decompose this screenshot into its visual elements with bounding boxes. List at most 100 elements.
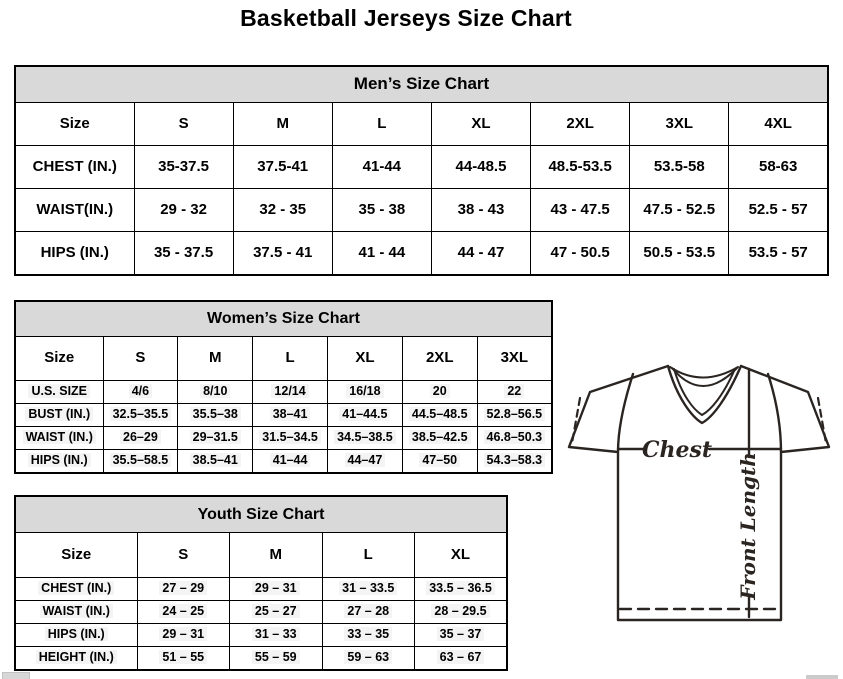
table-cell: 35.5–38: [177, 403, 254, 427]
youth-size-table: Youth Size Chart Size S M L XL CHEST (IN.) 27 –…: [14, 495, 508, 671]
column-header: Size: [14, 532, 138, 578]
table-cell: 63 – 67: [414, 646, 508, 671]
jersey-outline: [567, 364, 831, 622]
table-cell: 12/14: [252, 380, 328, 404]
column-header: 3XL: [476, 336, 553, 381]
page-title: Basketball Jerseys Size Chart: [240, 5, 572, 31]
jersey-diagram-svg: Chest Front Length: [567, 364, 831, 622]
table-cell: 31.5–34.5: [252, 426, 328, 450]
table-row: WAIST(IN.) 29 - 32 32 - 35 35 - 38 38 - 43 43…: [14, 188, 829, 232]
table-cell: 44 - 47: [430, 231, 532, 276]
table-cell: 48.5-53.5: [530, 145, 631, 189]
table-cell: 43 - 47.5: [530, 188, 631, 232]
table-cell: 31 – 33.5: [321, 577, 415, 601]
row-label: WAIST (IN.): [14, 600, 138, 624]
table-header-row: Size S M L XL: [14, 532, 508, 578]
table-cell: 32.5–35.5: [102, 403, 179, 427]
column-header: S: [102, 336, 179, 381]
table-cell: 26–29: [102, 426, 179, 450]
table-cell: 52.5 - 57: [728, 188, 829, 232]
right-sleeve-dash-line: [816, 396, 828, 445]
table-cell: 37.5 - 41: [232, 231, 333, 276]
table-row: HIPS (IN.) 29 – 31 31 – 33 33 – 35 35 – 37: [14, 623, 508, 647]
table-cell: 24 – 25: [136, 600, 230, 624]
column-header: XL: [326, 336, 403, 381]
row-label: WAIST(IN.): [14, 188, 135, 232]
row-label: HIPS (IN.): [14, 623, 138, 647]
column-header: 2XL: [401, 336, 478, 381]
table-cell: 16/18: [326, 380, 403, 404]
table-cell: 8/10: [177, 380, 254, 404]
table-cell: 44.5–48.5: [401, 403, 478, 427]
table-title-row: Youth Size Chart: [14, 495, 508, 533]
chest-label: Chest: [642, 437, 712, 463]
row-label: CHEST (IN.): [14, 577, 138, 601]
table-title: Men’s Size Chart: [14, 65, 829, 103]
column-header: 2XL: [530, 102, 631, 146]
table-cell: 47 - 50.5: [530, 231, 631, 276]
table-cell: 41 - 44: [331, 231, 432, 276]
table-row: WAIST (IN.) 26–29 29–31.5 31.5–34.5 34.5–38.…: [14, 426, 553, 450]
table-row: HEIGHT (IN.) 51 – 55 55 – 59 59 – 63 63 – 67: [14, 646, 508, 671]
table-cell: 47.5 - 52.5: [629, 188, 730, 232]
table-row: CHEST (IN.) 27 – 29 29 – 31 31 – 33.5 33.5 –…: [14, 577, 508, 601]
column-header: 4XL: [728, 102, 829, 146]
table-cell: 38–41: [252, 403, 328, 427]
left-sleeve-dash-line: [570, 396, 582, 445]
table-cell: 35 - 37.5: [133, 231, 234, 276]
row-label: HEIGHT (IN.): [14, 646, 138, 671]
table-cell: 29 – 31: [229, 577, 323, 601]
column-header: L: [252, 336, 328, 381]
column-header: Size: [14, 102, 135, 146]
table-cell: 55 – 59: [229, 646, 323, 671]
mens-size-table: Men’s Size Chart Size S M L XL 2XL 3XL 4XL CHEST …: [14, 65, 829, 276]
table-title: Women’s Size Chart: [14, 300, 553, 337]
table-row: HIPS (IN.) 35 - 37.5 37.5 - 41 41 - 44 44 - …: [14, 231, 829, 276]
table-cell: 29 – 31: [136, 623, 230, 647]
collar-inner-v: [673, 368, 736, 416]
column-header: Size: [14, 336, 104, 381]
table-cell: 41-44: [331, 145, 432, 189]
scrollbar-fragment-right[interactable]: [806, 675, 838, 679]
table-cell: 44–47: [326, 449, 403, 474]
collar-outer-v: [666, 364, 743, 425]
table-row: U.S. SIZE 4/6 8/10 12/14 16/18 20 22: [14, 380, 553, 404]
row-label: CHEST (IN.): [14, 145, 135, 189]
collar-band-arc-mid: [671, 367, 738, 387]
table-cell: 29 - 32: [133, 188, 234, 232]
table-cell: 54.3–58.3: [476, 449, 553, 474]
table-header-row: Size S M L XL 2XL 3XL 4XL: [14, 102, 829, 146]
table-cell: 50.5 - 53.5: [629, 231, 730, 276]
left-armhole-seam: [616, 372, 635, 454]
table-cell: 41–44: [252, 449, 328, 474]
column-header: S: [136, 532, 230, 578]
table-row: CHEST (IN.) 35-37.5 37.5-41 41-44 44-48.5 48.…: [14, 145, 829, 189]
column-header: S: [133, 102, 234, 146]
table-cell: 58-63: [728, 145, 829, 189]
table-cell: 41–44.5: [326, 403, 403, 427]
table-cell: 27 – 29: [136, 577, 230, 601]
table-cell: 28 – 29.5: [414, 600, 508, 624]
table-cell: 44-48.5: [430, 145, 532, 189]
table-cell: 38 - 43: [430, 188, 532, 232]
table-cell: 33 – 35: [321, 623, 415, 647]
womens-size-table: Women’s Size Chart Size S M L XL 2XL 3XL U.S. SI…: [14, 300, 553, 474]
table-cell: 37.5-41: [232, 145, 333, 189]
column-header: XL: [430, 102, 532, 146]
table-cell: 35 – 37: [414, 623, 508, 647]
scrollbar-fragment-left[interactable]: [2, 672, 30, 679]
table-cell: 51 – 55: [136, 646, 230, 671]
column-header: XL: [414, 532, 508, 578]
table-cell: 53.5 - 57: [728, 231, 829, 276]
table-cell: 27 – 28: [321, 600, 415, 624]
table-title: Youth Size Chart: [14, 495, 508, 533]
table-cell: 46.8–50.3: [476, 426, 553, 450]
front-length-label: Front Length: [736, 452, 760, 601]
collar-band-arc-top: [669, 366, 739, 379]
right-armhole-seam: [766, 372, 783, 454]
table-row: WAIST (IN.) 24 – 25 25 – 27 27 – 28 28 – 29.…: [14, 600, 508, 624]
row-label: WAIST (IN.): [14, 426, 104, 450]
table-row: HIPS (IN.) 35.5–58.5 38.5–41 41–44 44–47 47–5…: [14, 449, 553, 474]
row-label: HIPS (IN.): [14, 231, 135, 276]
column-header: M: [232, 102, 333, 146]
